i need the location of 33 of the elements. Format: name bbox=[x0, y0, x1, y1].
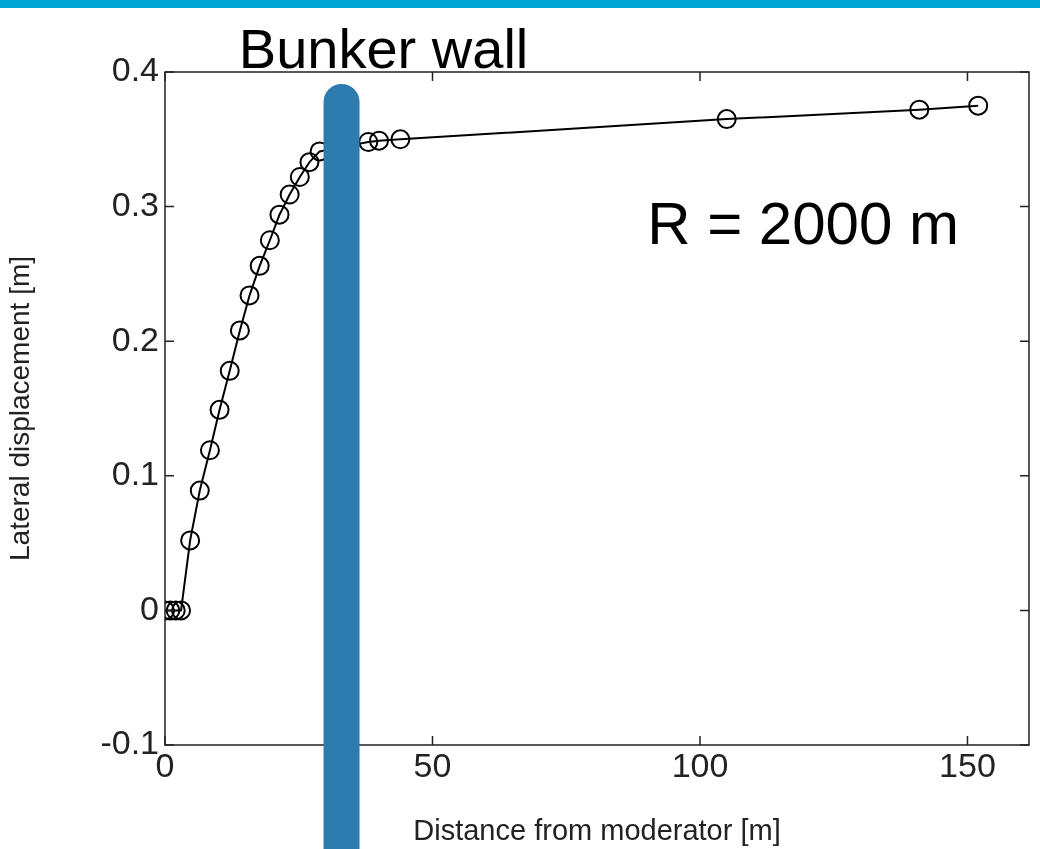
x-tick-label: 150 bbox=[939, 745, 996, 784]
x-tick-label: 100 bbox=[671, 745, 729, 784]
y-axis-title: Lateral displacement [m] bbox=[3, 255, 35, 562]
point bbox=[269, 204, 290, 225]
point bbox=[299, 152, 320, 173]
y-tick-label: 0.1 bbox=[111, 454, 159, 493]
point bbox=[239, 285, 260, 306]
point bbox=[968, 95, 989, 116]
point bbox=[209, 399, 230, 420]
point bbox=[368, 130, 389, 151]
point bbox=[390, 129, 411, 150]
point bbox=[279, 184, 300, 205]
point bbox=[199, 440, 220, 461]
x-axis-title: Distance from moderator [m] bbox=[413, 813, 781, 846]
ref-line-label: Bunker wall bbox=[238, 17, 529, 80]
point bbox=[716, 109, 737, 130]
point bbox=[189, 480, 210, 501]
annotation: R = 2000 m bbox=[647, 189, 959, 257]
point bbox=[289, 166, 310, 187]
point bbox=[171, 600, 192, 621]
point bbox=[358, 131, 379, 152]
y-tick-label: 0 bbox=[140, 588, 159, 627]
point bbox=[180, 530, 201, 551]
point bbox=[165, 600, 186, 621]
point bbox=[259, 230, 280, 251]
x-tick-label: 50 bbox=[413, 745, 452, 784]
point bbox=[909, 99, 930, 120]
y-tick-label: 0.2 bbox=[111, 319, 159, 358]
point bbox=[229, 320, 250, 341]
point bbox=[219, 360, 240, 381]
y-tick-label: 0.4 bbox=[111, 50, 159, 89]
y-tick-label: 0.3 bbox=[111, 184, 159, 223]
point bbox=[249, 255, 270, 276]
